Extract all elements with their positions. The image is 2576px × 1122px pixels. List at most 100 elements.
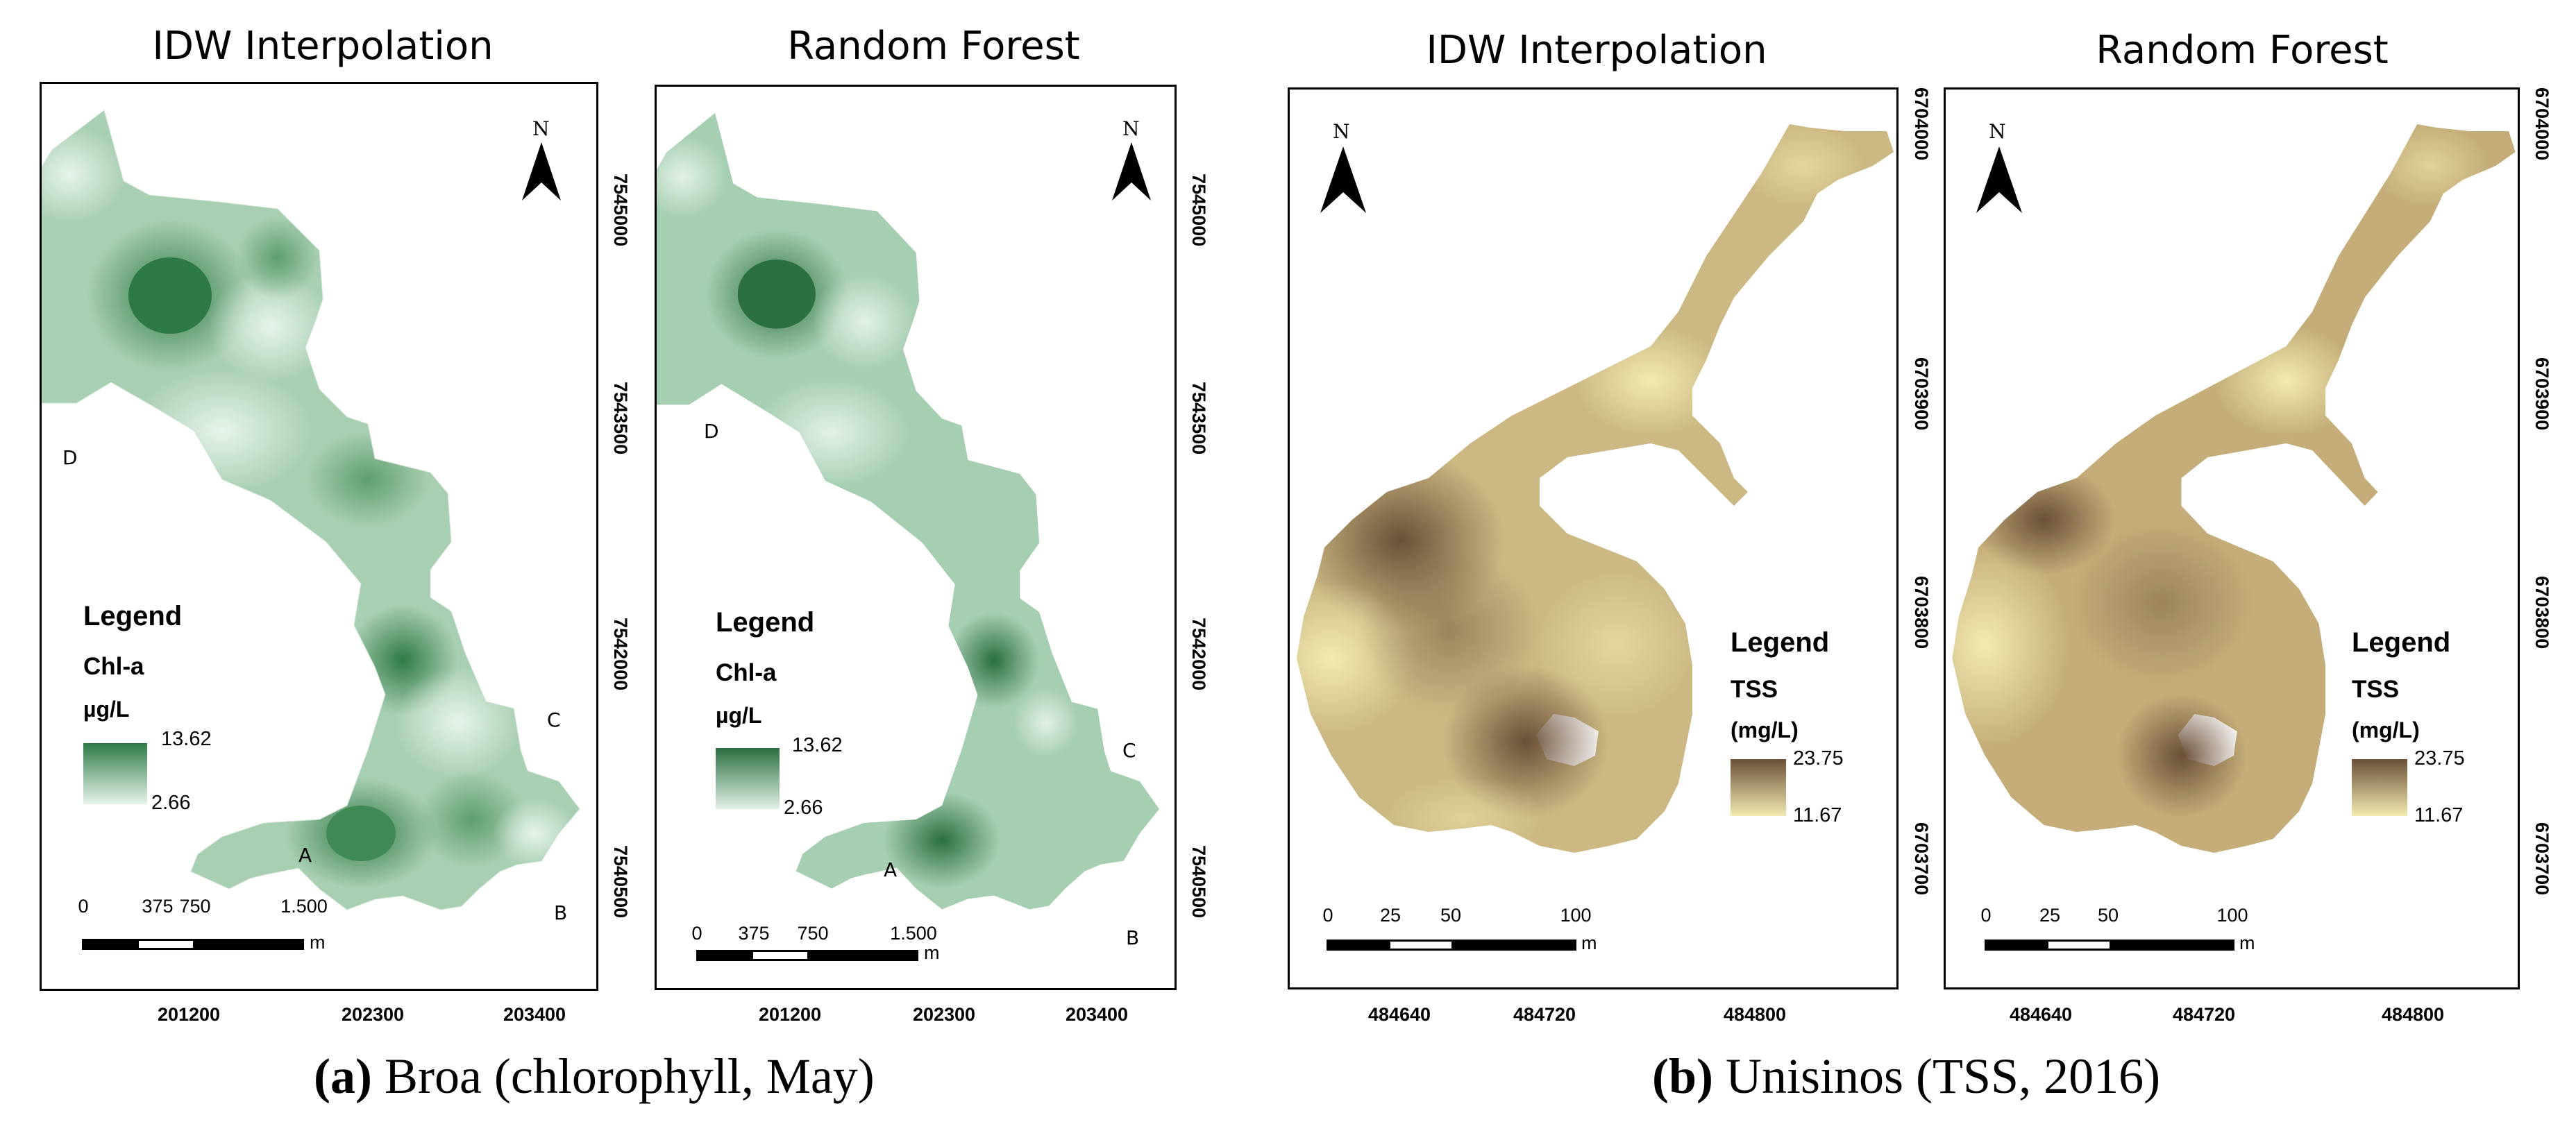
x-tick-label: 484800 (2381, 1004, 2445, 1025)
legend-unit: (mg/L) (2352, 717, 2420, 742)
y-tick-label: 6704000 (1911, 87, 1932, 161)
scale-label: 375 (738, 923, 770, 944)
scale-bar (1327, 940, 1576, 951)
legend-variable: TSS (2352, 676, 2400, 703)
north-letter: N (1122, 117, 1140, 140)
scale-label: 50 (2097, 905, 2119, 926)
scale-bar (1985, 940, 2234, 951)
y-tick-label: 7540500 (610, 845, 631, 919)
x-tick-label: 202300 (341, 1004, 405, 1025)
legend-color-ramp (2352, 759, 2407, 816)
scale-label: 375 (142, 896, 174, 917)
legend-min: 2.66 (784, 797, 823, 819)
legend-min: 11.67 (2414, 804, 2464, 826)
y-tick-label: 6703800 (2532, 576, 2552, 649)
legend-variable: Chl-a (83, 653, 144, 680)
legend-unit: µg/L (716, 703, 762, 728)
panel-a-idw-title: IDW Interpolation (152, 24, 494, 69)
scale-unit: m (2239, 933, 2255, 953)
y-tick-label: 7545000 (610, 173, 631, 247)
scale-label: 25 (2039, 905, 2061, 926)
lake-unisinos-idw (1297, 124, 1894, 853)
panel-b-rf-title: Random Forest (2096, 28, 2389, 73)
scale-unit: m (924, 942, 940, 963)
caption-letter: (b) (1652, 1048, 1713, 1104)
x-tick-label: 484640 (2009, 1004, 2073, 1025)
point-label-b: B (554, 901, 568, 924)
x-tick-label: 203400 (1065, 1004, 1129, 1025)
legend-title: Legend (716, 607, 815, 638)
panel-a-rf-title: Random Forest (787, 24, 1080, 69)
x-tick-label: 484720 (1513, 1004, 1576, 1025)
x-tick-label: 484800 (1723, 1004, 1787, 1025)
point-label-d: D (62, 446, 78, 469)
scale-label: 0 (78, 896, 89, 917)
map-frame-a-idw: D C A B N Legend Chl-a µg/L 13.62 2.66 0… (40, 82, 598, 991)
y-tick-label: 7540500 (1188, 845, 1209, 919)
legend-unit: (mg/L) (1731, 717, 1799, 742)
scale-label: 25 (1379, 905, 1401, 926)
map-frame-b-rf: N Legend TSS (mg/L) 23.75 11.67 0 25 50 … (1944, 87, 2520, 989)
y-tick-label: 7542000 (1188, 618, 1209, 691)
y-tick-label: 6703900 (2532, 357, 2552, 431)
caption-letter: (a) (314, 1048, 372, 1104)
scale-label: 1.500 (890, 923, 937, 944)
legend-title: Legend (2352, 627, 2451, 658)
scale-label: 100 (1560, 905, 1592, 926)
point-label-b: B (1126, 926, 1140, 949)
legend-color-ramp (1731, 759, 1786, 816)
scale-bar (696, 950, 918, 961)
scale-label: 100 (2216, 905, 2248, 926)
legend-color-ramp (716, 748, 780, 809)
scale-label: 1.500 (280, 896, 328, 917)
north-arrow-icon (1976, 146, 2022, 213)
legend-color-ramp (83, 743, 147, 804)
y-tick-label: 6704000 (2532, 87, 2552, 161)
caption-text: Broa (chlorophyll, May) (384, 1048, 875, 1104)
x-tick-label: 484640 (1367, 1004, 1431, 1025)
north-letter: N (1333, 120, 1350, 143)
point-label-d: D (704, 420, 719, 443)
legend-max: 23.75 (2414, 747, 2465, 770)
y-tick-label: 6703900 (1911, 357, 1932, 431)
scale-label: 0 (1322, 905, 1333, 926)
point-label-a: A (298, 844, 312, 867)
map-frame-b-idw: N Legend TSS (mg/L) 23.75 11.67 0 25 50 … (1288, 87, 1899, 989)
legend-max: 13.62 (792, 734, 843, 756)
lake-unisinos-rf (1952, 124, 2516, 853)
scale-label: 750 (797, 923, 829, 944)
scale-label: 0 (691, 923, 702, 944)
caption-b: (b) Unisinos (TSS, 2016) (1652, 1048, 2160, 1105)
x-tick-label: 201200 (758, 1004, 822, 1025)
scale-label: 0 (1980, 905, 1992, 926)
legend-title: Legend (83, 601, 183, 631)
north-letter: N (1989, 120, 2006, 143)
y-tick-label: 6703700 (1911, 822, 1932, 896)
point-label-c: C (547, 708, 561, 731)
panel-b-idw-title: IDW Interpolation (1426, 28, 1767, 73)
legend-title: Legend (1731, 627, 1830, 658)
point-label-a: A (884, 858, 898, 881)
y-tick-label: 6703800 (1911, 576, 1932, 649)
north-arrow-icon (522, 142, 561, 201)
caption-text: Unisinos (TSS, 2016) (1726, 1048, 2161, 1104)
north-arrow-icon (1320, 146, 1366, 213)
legend-variable: TSS (1731, 676, 1778, 703)
lake-broa-idw (42, 110, 580, 910)
north-letter: N (532, 117, 550, 140)
x-tick-label: 202300 (912, 1004, 976, 1025)
x-tick-label: 201200 (157, 1004, 221, 1025)
legend-min: 11.67 (1793, 804, 1842, 826)
legend-min: 2.66 (151, 792, 191, 814)
scale-unit: m (310, 932, 326, 953)
y-tick-label: 7545000 (1188, 173, 1209, 247)
legend-variable: Chl-a (716, 659, 777, 686)
scale-bar (82, 939, 304, 950)
x-tick-label: 484720 (2172, 1004, 2236, 1025)
scale-unit: m (1581, 933, 1597, 953)
x-tick-label: 203400 (503, 1004, 566, 1025)
legend-max: 23.75 (1793, 747, 1844, 770)
scale-label: 750 (179, 896, 211, 917)
y-tick-label: 6703700 (2532, 822, 2552, 896)
north-arrow-icon (1112, 142, 1151, 201)
